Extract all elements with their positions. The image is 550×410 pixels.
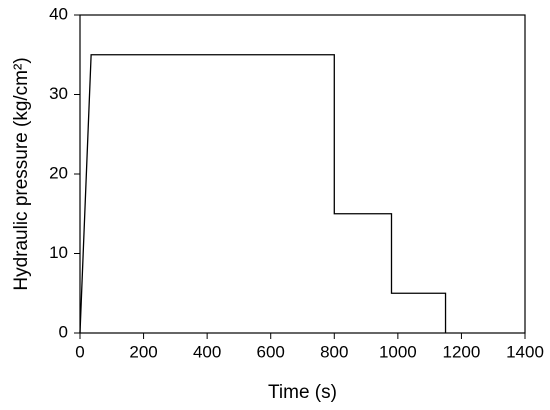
data-line <box>79 54 447 334</box>
x-tick-label: 800 <box>320 342 348 361</box>
x-tick-label: 400 <box>193 342 221 361</box>
y-tick-label: 40 <box>49 4 68 23</box>
x-tick-label: 1400 <box>506 342 544 361</box>
y-tick-label: 30 <box>49 84 68 103</box>
y-tick-label: 10 <box>49 243 68 262</box>
x-tick-label: 1000 <box>379 342 417 361</box>
y-tick-label: 20 <box>49 163 68 182</box>
x-axis-label: Time (s) <box>268 382 337 403</box>
y-tick-label: 0 <box>59 322 68 341</box>
x-tick-label: 0 <box>75 342 84 361</box>
x-tick-label: 1200 <box>443 342 481 361</box>
x-tick-label: 600 <box>257 342 285 361</box>
x-tick-label: 200 <box>129 342 157 361</box>
y-axis-label: Hydraulic pressure (kg/cm²) <box>11 57 32 290</box>
plot-frame <box>79 14 526 334</box>
